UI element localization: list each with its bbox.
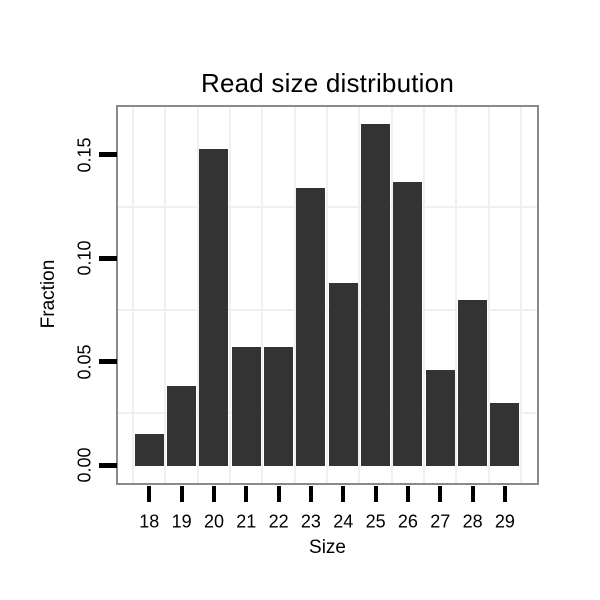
gridline-minor-vertical <box>164 107 167 483</box>
y-axis-tick <box>99 255 117 261</box>
x-tick-label: 23 <box>300 511 321 532</box>
gridline-minor-vertical <box>326 107 329 483</box>
x-axis-tick <box>211 486 216 502</box>
bar <box>296 188 326 466</box>
y-tick-label: 0.05 <box>74 344 95 380</box>
gridline-minor-vertical <box>390 107 393 483</box>
gridline-minor-vertical <box>455 107 458 483</box>
chart-title: Read size distribution <box>201 68 454 98</box>
gridline-minor-vertical <box>423 107 426 483</box>
x-tick-label: 24 <box>333 511 354 532</box>
x-axis-tick <box>308 486 313 502</box>
x-tick-label: 19 <box>171 511 192 532</box>
y-axis-tick <box>99 152 117 158</box>
bar <box>264 347 294 466</box>
x-axis-tick <box>179 486 184 502</box>
x-axis-label: Size <box>309 537 346 558</box>
x-axis-tick <box>373 486 378 502</box>
bar <box>328 283 358 466</box>
gridline-minor-vertical <box>293 107 296 483</box>
bar <box>425 369 455 466</box>
gridline-minor-vertical <box>132 107 135 483</box>
bar <box>458 299 488 466</box>
y-tick-label: 0.10 <box>74 240 95 276</box>
gridline-minor-horizontal <box>118 412 537 415</box>
x-axis-tick <box>276 486 281 502</box>
x-tick-label: 26 <box>397 511 418 532</box>
x-tick-label: 21 <box>236 511 257 532</box>
gridline-minor-vertical <box>487 107 490 483</box>
x-tick-label: 20 <box>203 511 224 532</box>
x-axis-tick <box>470 486 475 502</box>
x-axis-tick <box>502 486 507 502</box>
gridline-minor-vertical <box>229 107 232 483</box>
y-tick-label: 0.15 <box>74 137 95 173</box>
gridline-minor-vertical <box>261 107 264 483</box>
x-tick-label: 25 <box>365 511 386 532</box>
x-axis-tick <box>438 486 443 502</box>
gridline-minor-vertical <box>520 107 523 483</box>
bar <box>361 123 391 466</box>
x-tick-label: 27 <box>430 511 451 532</box>
gridline-minor-vertical <box>196 107 199 483</box>
x-tick-label: 28 <box>462 511 483 532</box>
gridline-minor-horizontal <box>118 308 537 311</box>
bar <box>231 347 261 466</box>
x-tick-label: 18 <box>139 511 160 532</box>
y-axis-label: Fraction <box>38 259 59 329</box>
gridline-minor-horizontal <box>118 205 537 208</box>
x-axis-tick <box>341 486 346 502</box>
y-axis-tick <box>99 462 117 468</box>
bar <box>393 181 423 466</box>
bar <box>167 386 197 466</box>
bar <box>199 148 229 466</box>
x-axis-tick <box>244 486 249 502</box>
x-axis-tick <box>147 486 152 502</box>
x-axis-tick <box>405 486 410 502</box>
y-axis-tick <box>99 359 117 365</box>
bar <box>134 433 164 466</box>
plot-panel-border <box>116 105 539 485</box>
x-tick-label: 22 <box>268 511 289 532</box>
x-tick-label: 29 <box>494 511 515 532</box>
bar <box>490 402 520 466</box>
gridline-minor-vertical <box>358 107 361 483</box>
y-tick-label: 0.00 <box>74 447 95 483</box>
